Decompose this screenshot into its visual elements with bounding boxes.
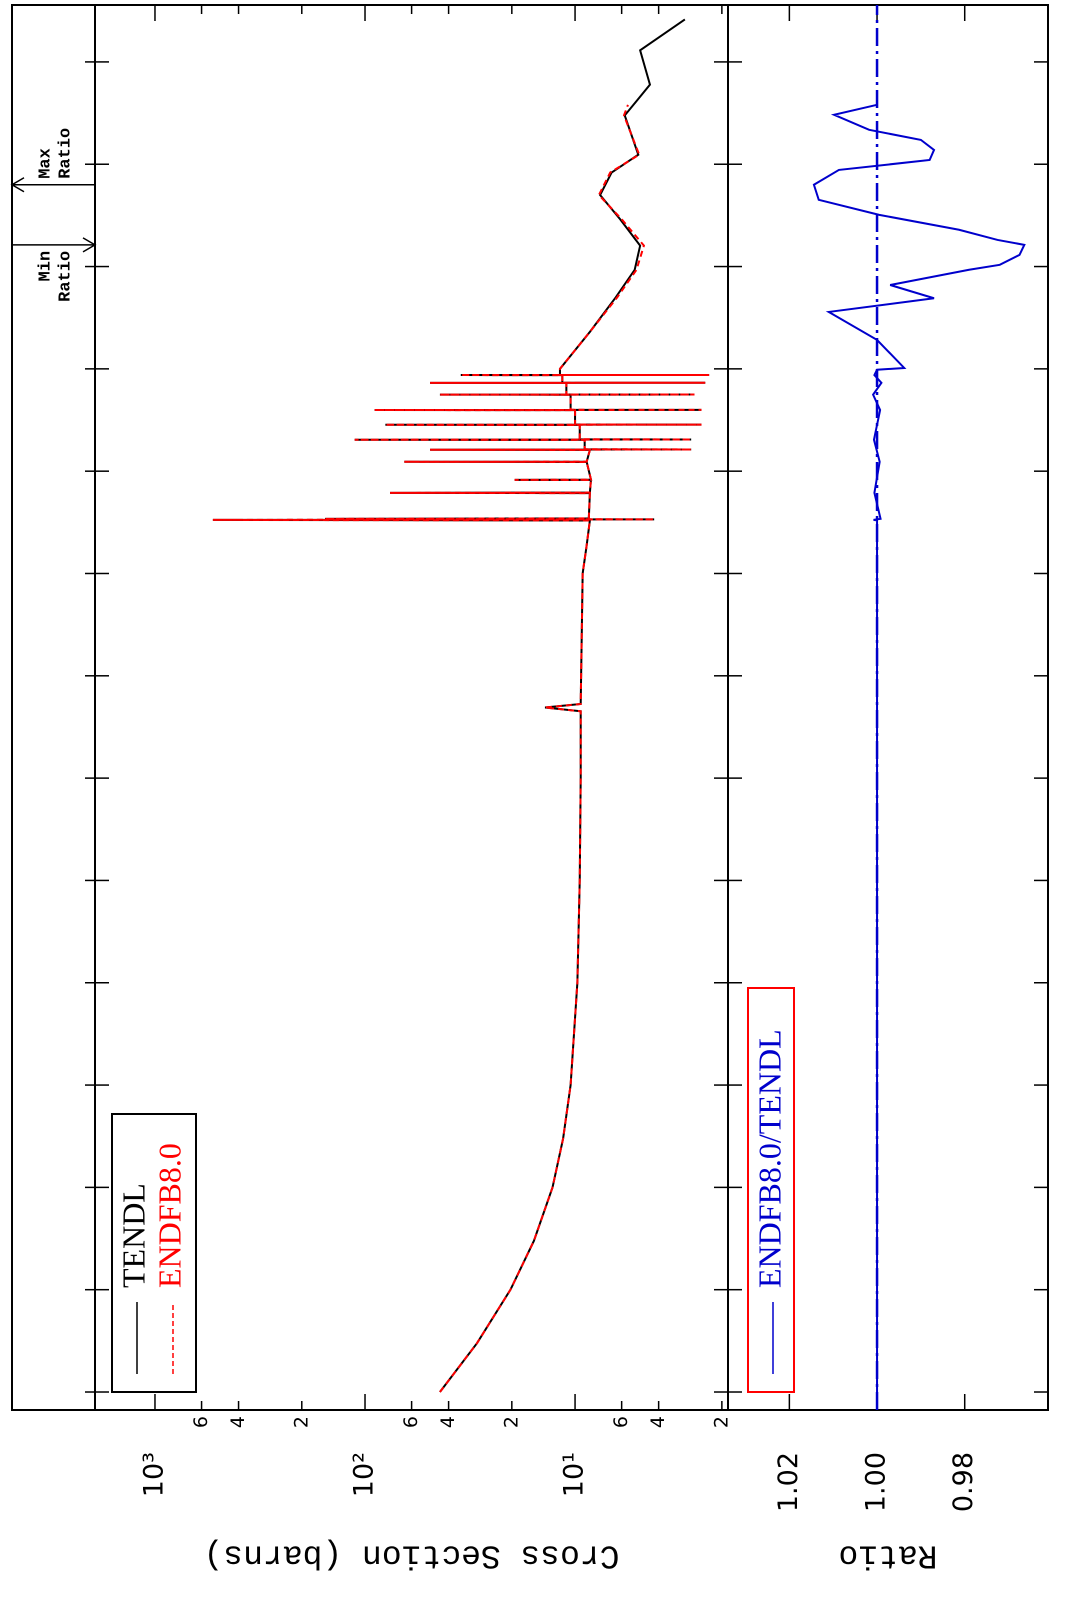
y-tick-label: 4 bbox=[227, 1416, 249, 1428]
legend-box bbox=[111, 1113, 197, 1393]
legend-label: ENDFB8.0 bbox=[151, 1143, 187, 1288]
y-tick-label: 6 bbox=[610, 1416, 632, 1428]
y-axis-title: Cross Section (barns) bbox=[204, 1536, 620, 1573]
rotated-plot: 2 4 6 10¹ 2 4 6 10² 2 4 6 10³ Cross Section (barns) T… bbox=[10, 4, 1049, 1573]
y-tick-label: 2 bbox=[500, 1416, 522, 1428]
series-line bbox=[212, 18, 710, 1393]
y-tick-label: 6 bbox=[190, 1416, 212, 1428]
y-tick-label: 1.02 bbox=[773, 1452, 804, 1512]
y-tick-label: 10² bbox=[349, 1452, 380, 1497]
min-ratio-label: Min bbox=[36, 251, 55, 282]
series-line bbox=[212, 104, 710, 1393]
min-ratio-arrowhead bbox=[82, 237, 97, 253]
legend-label: TENDL bbox=[115, 1183, 151, 1288]
y-axis-title: Ratio bbox=[838, 1536, 937, 1573]
legend-box bbox=[747, 987, 795, 1393]
y-tick-label: 10¹ bbox=[559, 1452, 590, 1497]
min-ratio-label: Ratio bbox=[56, 251, 75, 302]
max-ratio-arrowhead bbox=[10, 177, 25, 193]
y-tick-label: 4 bbox=[647, 1416, 669, 1428]
y-tick-label: 2 bbox=[710, 1416, 732, 1428]
y-tick-label: 10³ bbox=[138, 1452, 169, 1497]
legend-label: ENDFB8.0/TENDL bbox=[751, 1029, 787, 1288]
y-tick-label: 1.00 bbox=[861, 1452, 892, 1512]
series-line bbox=[812, 103, 1026, 1393]
y-tick-label: 0.98 bbox=[948, 1452, 979, 1512]
y-tick-label: 2 bbox=[290, 1416, 312, 1428]
y-tick-label: 6 bbox=[400, 1416, 422, 1428]
max-ratio-label: Ratio bbox=[56, 128, 75, 179]
frame bbox=[11, 4, 1049, 1411]
max-ratio-label: Max bbox=[36, 148, 55, 179]
y-tick-label: 4 bbox=[437, 1416, 459, 1428]
